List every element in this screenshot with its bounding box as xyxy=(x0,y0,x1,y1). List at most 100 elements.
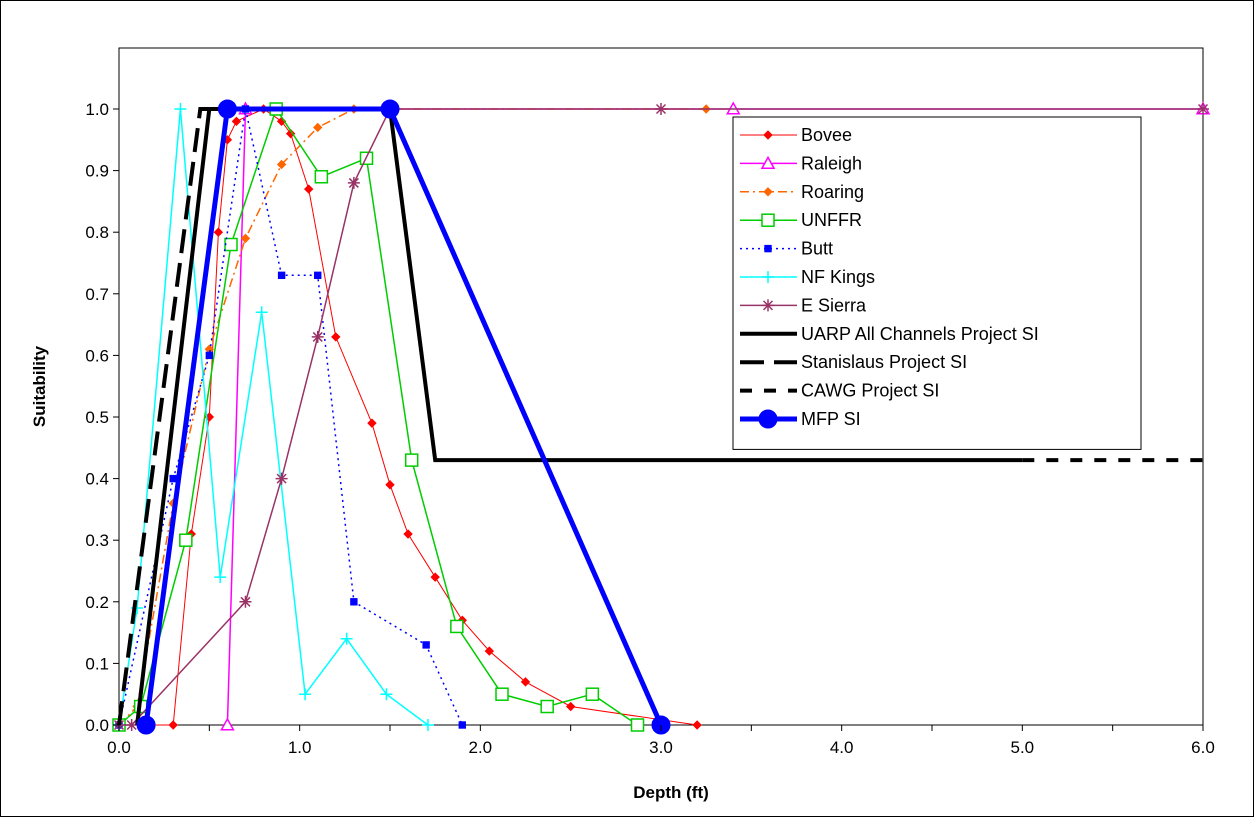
y-tick-label: 0.6 xyxy=(85,346,109,365)
point-nf-kings xyxy=(421,719,434,731)
x-tick-label: 2.0 xyxy=(469,738,493,757)
point-unffr xyxy=(179,533,193,547)
legend-label-roaring: Roaring xyxy=(801,182,864,202)
legend-marker-butt xyxy=(764,244,772,253)
legend-label-uarp-all-channels-project-si: UARP All Channels Project SI xyxy=(801,324,1039,344)
y-tick-label: 0.4 xyxy=(85,470,109,489)
y-tick-label: 0.0 xyxy=(85,716,109,735)
point-bovee xyxy=(385,480,395,490)
y-tick-label: 0.1 xyxy=(85,654,109,673)
series-mfp-si xyxy=(136,99,671,735)
legend-marker-e-sierra xyxy=(762,299,774,312)
legend-entry-cawg-project-si: CAWG Project SI xyxy=(740,381,939,401)
point-bovee xyxy=(285,128,296,139)
point-unffr xyxy=(630,718,645,732)
point-unffr xyxy=(585,687,600,701)
point-nf-kings xyxy=(174,103,187,115)
point-bovee xyxy=(520,677,531,687)
legend-label-mfp-si: MFP SI xyxy=(801,409,861,429)
x-tick-label: 0.0 xyxy=(107,738,131,757)
y-tick-label: 0.5 xyxy=(85,408,109,427)
point-nf-kings xyxy=(214,571,227,584)
point-mfp-si xyxy=(136,715,156,735)
point-nf-kings xyxy=(299,688,312,701)
point-unffr xyxy=(540,699,554,714)
legend-marker-roaring xyxy=(763,187,773,197)
point-e-sierra xyxy=(655,103,667,115)
legend-label-nf-kings: NF Kings xyxy=(801,267,875,287)
legend-entry-mfp-si: MFP SI xyxy=(740,409,861,429)
point-butt xyxy=(169,474,177,483)
point-bovee xyxy=(403,529,413,539)
series-stanislaus-project-si xyxy=(117,107,390,726)
point-e-sierra xyxy=(125,719,138,731)
y-tick-label: 1.0 xyxy=(85,100,109,119)
legend-entry-stanislaus-project-si: Stanislaus Project SI xyxy=(740,352,967,372)
point-unffr xyxy=(450,619,464,634)
legend-entry-raleigh: Raleigh xyxy=(740,153,862,173)
y-tick-label: 0.9 xyxy=(85,162,109,181)
legend-entry-bovee: Bovee xyxy=(740,125,852,145)
legend: Bovee Raleigh Roaring UNFFR Butt NF Kings E Si… xyxy=(732,116,1142,450)
legend-marker-nf-kings xyxy=(762,271,774,283)
x-tick-label: 3.0 xyxy=(649,738,673,757)
y-tick-label: 0.7 xyxy=(85,285,109,304)
legend-marker-bovee xyxy=(763,130,773,140)
point-butt xyxy=(205,351,214,360)
point-unffr xyxy=(314,170,329,184)
series-line-stanislaus-project-si xyxy=(117,107,390,726)
point-unffr xyxy=(224,237,238,252)
legend-entry-butt: Butt xyxy=(740,239,833,259)
point-e-sierra xyxy=(1197,103,1209,115)
y-axis-label: Suitability xyxy=(30,345,49,427)
legend-entry-roaring: Roaring xyxy=(740,182,864,202)
legend-label-butt: Butt xyxy=(801,239,833,259)
point-bovee xyxy=(367,418,377,428)
point-nf-kings xyxy=(380,688,393,701)
legend-entry-e-sierra: E Sierra xyxy=(740,295,867,315)
series-layer xyxy=(112,99,1211,735)
y-tick-label: 0.2 xyxy=(85,593,109,612)
point-unffr xyxy=(404,453,419,467)
point-nf-kings xyxy=(255,306,268,319)
axes: 0.0 0.1 0.2 0.3 0.4 0.5 0.6 0.7 0.8 0.9 1.0 0.0 1.0 2… xyxy=(30,100,1215,802)
point-e-sierra xyxy=(311,330,324,343)
point-bovee xyxy=(168,720,178,730)
series-line-mfp-si xyxy=(143,106,664,727)
legend-label-cawg-project-si: CAWG Project SI xyxy=(801,381,939,401)
point-mfp-si xyxy=(217,99,237,119)
legend-entry-unffr: UNFFR xyxy=(740,210,862,230)
point-roaring xyxy=(313,122,323,133)
point-butt xyxy=(458,721,466,729)
x-tick-label: 4.0 xyxy=(830,738,854,757)
point-e-sierra xyxy=(347,176,360,189)
point-butt xyxy=(422,641,430,649)
point-bovee xyxy=(565,701,576,712)
point-bovee xyxy=(303,184,314,194)
point-roaring xyxy=(276,159,287,170)
point-butt xyxy=(350,598,358,606)
legend-label-stanislaus-project-si: Stanislaus Project SI xyxy=(801,352,967,372)
point-bovee xyxy=(231,116,242,127)
y-tick-label: 0.3 xyxy=(85,531,109,550)
legend-label-bovee: Bovee xyxy=(801,125,852,145)
point-butt xyxy=(277,271,286,280)
point-butt xyxy=(314,271,322,280)
point-bovee xyxy=(331,332,341,342)
x-tick-label: 5.0 xyxy=(1011,738,1035,757)
point-raleigh xyxy=(220,717,235,731)
legend-label-e-sierra: E Sierra xyxy=(801,295,867,315)
legend-marker-raleigh xyxy=(760,155,776,169)
point-e-sierra xyxy=(239,595,252,608)
point-bovee xyxy=(484,646,495,656)
point-nf-kings xyxy=(340,632,353,645)
legend-marker-mfp-si xyxy=(758,409,778,429)
point-unffr xyxy=(495,687,509,701)
point-mfp-si xyxy=(380,99,400,119)
x-axis-label: Depth (ft) xyxy=(633,783,709,802)
x-tick-label: 6.0 xyxy=(1191,738,1215,757)
point-bovee xyxy=(213,227,224,237)
legend-marker-unffr xyxy=(761,213,775,227)
